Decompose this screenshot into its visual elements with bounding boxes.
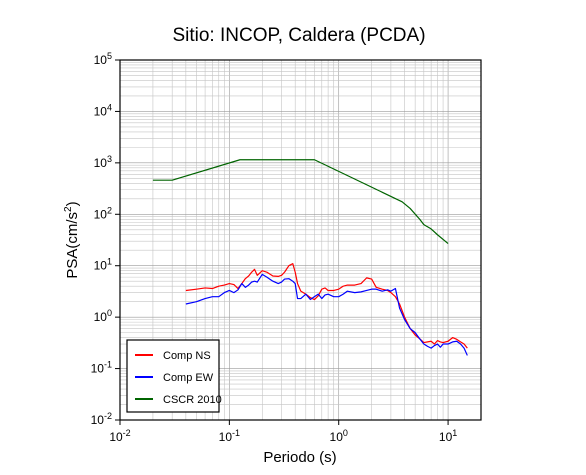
x-tick-base: 10 bbox=[109, 430, 123, 444]
y-tick-base: 10 bbox=[94, 310, 108, 324]
y-tick-base: 10 bbox=[94, 53, 108, 67]
x-axis-label: Periodo (s) bbox=[263, 449, 336, 466]
x-tick-exp: 1 bbox=[452, 428, 457, 438]
y-tick-base: 10 bbox=[94, 104, 108, 118]
x-tick-label: 100 bbox=[330, 428, 348, 444]
y-tick-exp: 0 bbox=[107, 308, 112, 318]
legend-label-comp-ew: Comp EW bbox=[163, 372, 214, 384]
y-tick-exp: 4 bbox=[107, 102, 112, 112]
y-tick-base: 10 bbox=[94, 259, 108, 273]
x-tick-base: 10 bbox=[439, 430, 453, 444]
y-tick-label: 104 bbox=[94, 102, 112, 118]
x-tick-exp: 0 bbox=[343, 428, 348, 438]
x-tick-exp: -1 bbox=[232, 428, 240, 438]
x-tick-label: 10-2 bbox=[109, 428, 130, 444]
legend-label-comp-ns: Comp NS bbox=[163, 350, 211, 362]
x-tick-base: 10 bbox=[219, 430, 233, 444]
chart-title: Sitio: INCOP, Caldera (PCDA) bbox=[172, 25, 425, 46]
y-tick-base: 10 bbox=[91, 362, 105, 376]
series-lines bbox=[152, 159, 468, 356]
x-tick-exp: -2 bbox=[123, 428, 131, 438]
y-tick-label: 100 bbox=[94, 308, 112, 324]
grid bbox=[119, 59, 482, 421]
series-line-comp-ns bbox=[185, 262, 468, 349]
y-axis-label: PSA(cm/s2) bbox=[63, 201, 81, 278]
x-tick-label: 10-1 bbox=[219, 428, 240, 444]
y-axis-label-main: PSA(cm/s bbox=[64, 212, 81, 279]
y-tick-exp: 1 bbox=[107, 257, 112, 267]
plot-frame bbox=[119, 59, 482, 421]
y-tick-label: 102 bbox=[94, 205, 112, 221]
series-line-cscr-2010 bbox=[152, 159, 449, 244]
y-tick-exp: 5 bbox=[107, 51, 112, 61]
y-tick-base: 10 bbox=[94, 156, 108, 170]
legend-label-cscr-2010: CSCR 2010 bbox=[163, 394, 222, 406]
y-tick-exp: -2 bbox=[104, 411, 112, 421]
y-tick-label: 105 bbox=[94, 51, 112, 67]
y-axis-label-sup: 2 bbox=[63, 206, 74, 212]
y-tick-exp: 3 bbox=[107, 154, 112, 164]
y-tick-exp: -1 bbox=[104, 360, 112, 370]
y-tick-label: 10-1 bbox=[91, 360, 112, 376]
x-tick-label: 101 bbox=[439, 428, 457, 444]
y-tick-exp: 2 bbox=[107, 205, 112, 215]
x-tick-base: 10 bbox=[330, 430, 344, 444]
y-tick-base: 10 bbox=[94, 207, 108, 221]
y-tick-base: 10 bbox=[91, 413, 105, 427]
y-tick-label: 103 bbox=[94, 154, 112, 170]
y-axis-label-close: ) bbox=[64, 201, 81, 206]
series-line-comp-ew bbox=[185, 273, 468, 356]
legend: Comp NS Comp EW CSCR 2010 bbox=[126, 339, 222, 413]
x-tick-labels: 10-2 10-1 100 101 bbox=[109, 420, 457, 444]
y-tick-label: 101 bbox=[94, 257, 112, 273]
y-tick-label: 10-2 bbox=[91, 411, 112, 427]
